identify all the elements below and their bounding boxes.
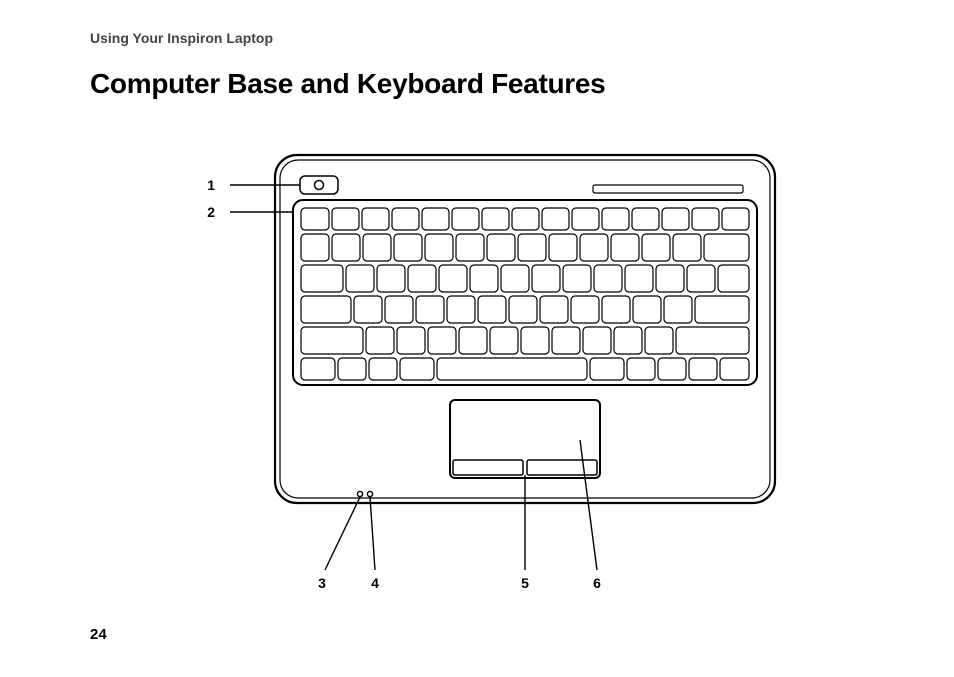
- page-number: 24: [90, 626, 107, 643]
- keyboard-diagram: 1 2 3 4 5 6: [160, 140, 864, 605]
- laptop-base-illustration: 1 2 3 4 5 6: [160, 140, 800, 600]
- callout-6: 6: [593, 575, 601, 591]
- callout-2: 2: [207, 204, 215, 220]
- callout-5: 5: [521, 575, 529, 591]
- page-title: Computer Base and Keyboard Features: [90, 68, 864, 100]
- section-breadcrumb: Using Your Inspiron Laptop: [90, 30, 864, 46]
- callout-3: 3: [318, 575, 326, 591]
- callout-1: 1: [207, 177, 215, 193]
- callout-4: 4: [371, 575, 379, 591]
